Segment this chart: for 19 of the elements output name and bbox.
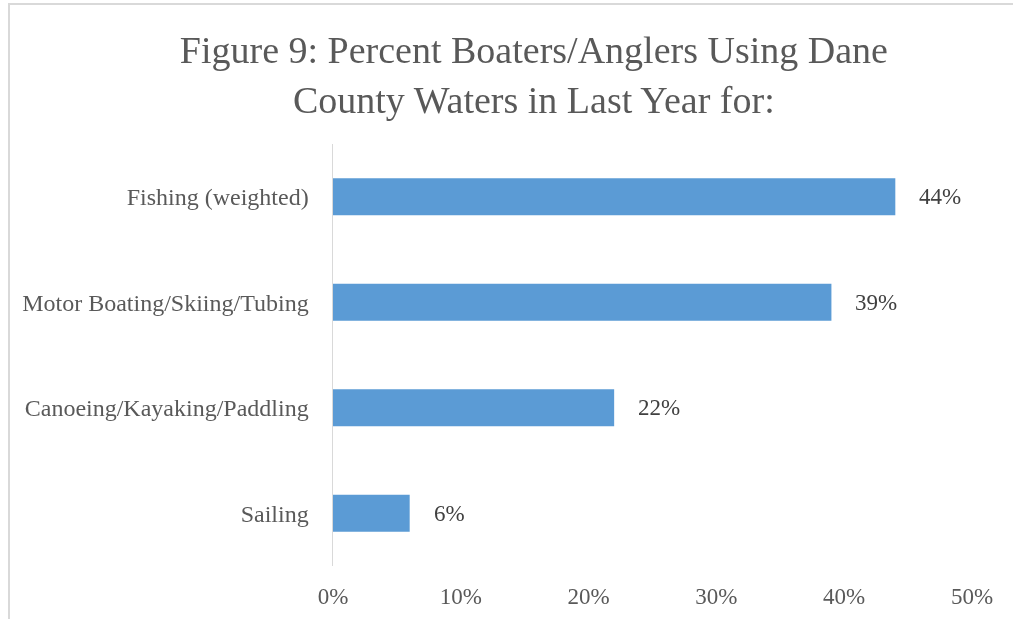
x-tick-label: 10% xyxy=(439,584,482,609)
data-label: 6% xyxy=(434,501,465,526)
y-tick-label: Canoeing/Kayaking/Paddling xyxy=(24,395,309,422)
chart-title: Figure 9: Percent Boaters/Anglers Using Dane County Waters in Last Year for: xyxy=(179,29,888,121)
data-label: 39% xyxy=(855,290,898,315)
bar xyxy=(333,494,410,532)
x-tick-label: 50% xyxy=(950,584,994,609)
bar xyxy=(333,389,615,427)
bar xyxy=(333,178,896,216)
x-tick-label: 0% xyxy=(317,584,349,609)
y-tick-label: Motor Boating/Skiing/Tubing xyxy=(22,289,309,316)
data-label: 22% xyxy=(638,395,681,420)
x-tick-label: 40% xyxy=(823,584,866,609)
bar xyxy=(333,283,832,321)
y-tick-label: Fishing (weighted) xyxy=(126,184,309,211)
x-tick-label: 30% xyxy=(695,584,738,609)
x-tick-label: 20% xyxy=(567,584,610,609)
data-label: 44% xyxy=(919,184,962,209)
y-tick-label: Sailing xyxy=(240,500,309,527)
